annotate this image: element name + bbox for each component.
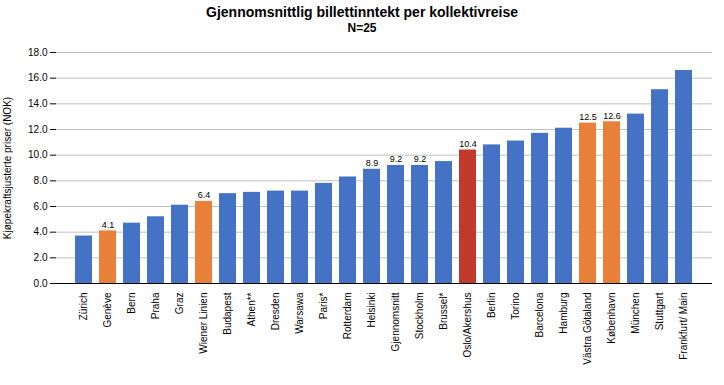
svg-text:Rotterdam: Rotterdam xyxy=(342,293,353,340)
svg-text:4.0: 4.0 xyxy=(34,226,48,237)
svg-text:Bern: Bern xyxy=(126,293,137,314)
svg-text:9.2: 9.2 xyxy=(414,154,427,164)
svg-text:Kjøpekraftsjusterte priser (NO: Kjøpekraftsjusterte priser (NOK) xyxy=(2,97,13,239)
svg-text:12.5: 12.5 xyxy=(579,112,597,122)
svg-text:København: København xyxy=(606,293,617,344)
svg-text:2.0: 2.0 xyxy=(34,252,48,263)
svg-text:14.0: 14.0 xyxy=(28,98,48,109)
svg-text:18.0: 18.0 xyxy=(28,47,48,58)
svg-text:Frankfurt/ Main: Frankfurt/ Main xyxy=(678,293,689,360)
svg-text:16.0: 16.0 xyxy=(28,72,48,83)
svg-text:Genève: Genève xyxy=(102,292,113,327)
svg-text:Oslo/Akershus: Oslo/Akershus xyxy=(462,293,473,358)
html-text:Gjennomsnittlig billettinntekt: Gjennomsnittlig billettinntekt per kolle… xyxy=(206,4,518,20)
svg-text:Berlin: Berlin xyxy=(486,293,497,319)
svg-text:Gjennomsnitt: Gjennomsnitt xyxy=(390,292,401,351)
svg-text:0.0: 0.0 xyxy=(34,278,48,289)
svg-text:9.2: 9.2 xyxy=(390,154,403,164)
svg-text:Västra Götaland: Västra Götaland xyxy=(582,293,593,365)
svg-text:4.1: 4.1 xyxy=(102,220,115,230)
svg-text:6.0: 6.0 xyxy=(34,201,48,212)
svg-text:10.0: 10.0 xyxy=(28,149,48,160)
svg-text:12.6: 12.6 xyxy=(603,111,621,121)
svg-text:Stuttgart: Stuttgart xyxy=(654,292,665,330)
svg-text:8.0: 8.0 xyxy=(34,175,48,186)
svg-text:Paris*: Paris* xyxy=(318,292,329,319)
svg-text:Stockholm: Stockholm xyxy=(414,293,425,340)
svg-text:Barcelona: Barcelona xyxy=(534,292,545,337)
svg-text:Wiener Linien: Wiener Linien xyxy=(198,293,209,354)
svg-text:Helsinki: Helsinki xyxy=(366,293,377,328)
svg-text:Zürich: Zürich xyxy=(78,293,89,321)
svg-text:Warsawa: Warsawa xyxy=(294,292,305,334)
svg-text:Brussel*: Brussel* xyxy=(438,292,449,329)
svg-text:8.9: 8.9 xyxy=(366,158,379,168)
svg-text:Dresden: Dresden xyxy=(270,293,281,331)
svg-text:12.0: 12.0 xyxy=(28,124,48,135)
svg-text:München: München xyxy=(630,293,641,334)
svg-text:Athen**: Athen** xyxy=(246,292,257,326)
svg-text:10.4: 10.4 xyxy=(459,139,477,149)
html-text:N=25: N=25 xyxy=(347,21,377,35)
svg-text:6.4: 6.4 xyxy=(198,190,211,200)
svg-text:Praha: Praha xyxy=(150,292,161,319)
svg-text:Hamburg: Hamburg xyxy=(558,293,569,334)
svg-text:Torino: Torino xyxy=(510,292,521,320)
svg-text:Budapest: Budapest xyxy=(222,292,233,334)
svg-text:Graz: Graz xyxy=(174,293,185,315)
